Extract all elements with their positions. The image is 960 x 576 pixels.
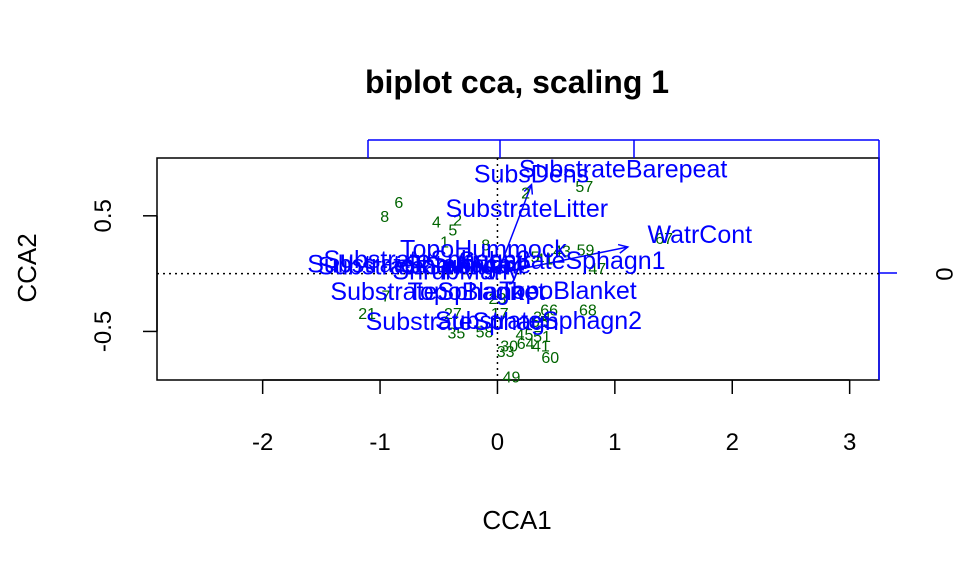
x-axis-label: CCA1 [482,505,551,535]
env-arrow-shaft [496,184,533,274]
site-label: 30 [500,338,518,355]
env-label: SubstrateSphagn4 [318,253,525,281]
y-tick-label: -0.5 [90,311,117,352]
site-label: 21 [358,306,376,323]
site-label: 5 [531,249,540,266]
x-tick-label: -1 [369,429,390,456]
env-label: SubstrateInterface [307,250,511,278]
y-axis-label: CCA2 [12,233,42,302]
x-tick-label: 0 [491,429,504,456]
env-label: ShrubNone [405,252,531,280]
env-label: SubstrateSphagn3 [323,246,530,274]
site-label: 6 [394,195,403,212]
site-label: 35 [447,326,465,343]
site-label: 8 [380,209,389,226]
env-arrow-head [523,182,534,195]
site-label: 68 [579,302,597,319]
site-label: 67 [655,231,673,248]
x-tick-label: 3 [843,429,856,456]
site-label: 49 [503,370,521,387]
site-label: 8 [481,238,490,255]
env-label: TopoHummock [400,235,567,263]
site-label: 45 [516,327,534,344]
env-label: SubstrateSphagn1 [458,247,665,275]
site-label: 23 [489,291,507,308]
env-label: SubstrateLitter [446,195,609,223]
site-label: 64 [517,336,535,353]
x-axis: -2 -1 0 1 2 3 [252,379,856,456]
site-label: 41 [532,338,550,355]
site-label: 7 [381,289,390,306]
site-label: 17 [491,306,509,323]
reference-lines [157,158,879,380]
y-axis: -0.5 0.5 [90,199,158,352]
env-label: SubsDens [474,161,589,189]
env-label: TopoBlanket [499,277,637,305]
site-label: 33 [497,344,515,361]
env-label: SubstrateBarepeat [519,156,728,184]
site-label: 41 [536,252,554,269]
env-label: WatrCont [647,221,752,249]
env-label: SubstrateSphagn2 [435,307,642,335]
site-label: 58 [476,324,494,341]
site-label: 5 [448,223,457,240]
site-label: 47 [588,261,606,278]
site-label: 60 [541,350,559,367]
site-label: 27 [444,306,462,323]
env-label: ShrubMany [392,257,520,285]
site-label: 57 [575,179,593,196]
site-label: 2 [453,212,462,229]
site-label: 59 [577,242,595,259]
env-label: SubstrateSphagn [330,278,523,306]
site-label: 2 [521,186,530,203]
x-tick-label: -2 [252,429,273,456]
env-label: SubstrateSphagn [366,308,559,336]
site-label: 4 [432,215,441,232]
x-tick-label: 1 [608,429,621,456]
env-label: TopoBlanket [408,278,546,306]
y-tick-label: 0.5 [90,199,117,232]
secondary-axes [367,139,897,380]
env-arrow-shaft [497,246,628,275]
right-axis-tick-label: 0 [930,267,957,280]
site-label: 43 [553,244,571,261]
chart-title: biplot cca, scaling 1 [365,64,669,100]
x-tick-label: 2 [726,429,739,456]
environment-arrows [496,182,630,275]
env-arrow-head [617,243,630,254]
site-label: 1 [440,234,449,251]
site-label: 34 [533,309,551,326]
site-label: 66 [540,302,558,319]
site-label: 51 [533,329,551,346]
site-label: 55 [531,314,549,331]
